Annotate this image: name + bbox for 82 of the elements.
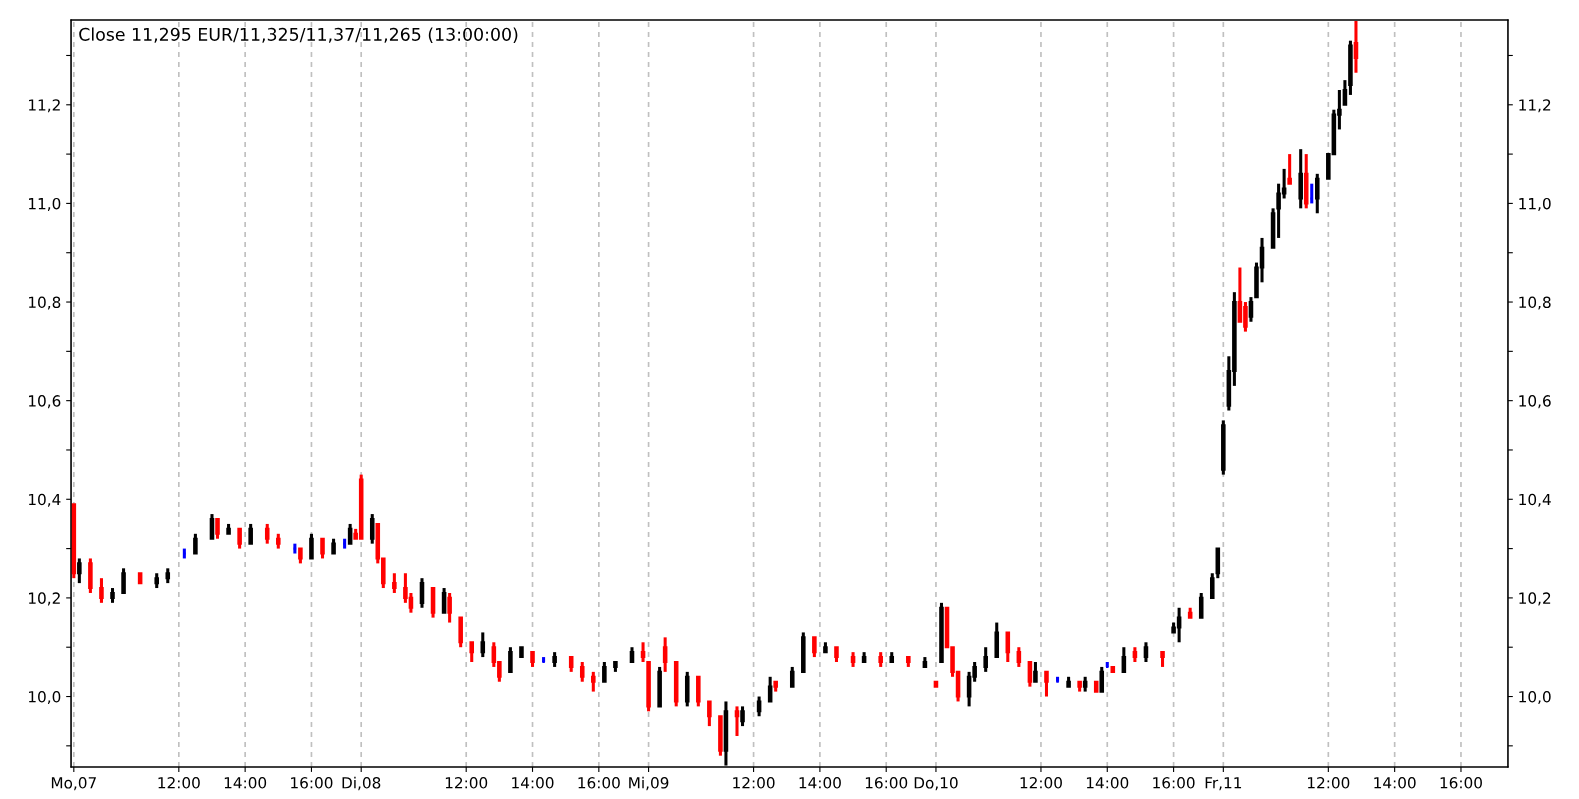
candlestick [237, 527, 242, 549]
y-tick-label: 10,8 [28, 296, 61, 310]
x-tick-label: 12:00 [1020, 777, 1062, 789]
y2-tick-label: 10,6 [1519, 395, 1551, 409]
candlestick [248, 522, 253, 545]
x-tick-label: Fr,11 [1205, 777, 1242, 791]
candlestick [1315, 172, 1320, 214]
candlestick [740, 706, 745, 728]
candlestick [1143, 642, 1149, 663]
candlestick [983, 647, 988, 672]
candlestick [1248, 297, 1254, 322]
x-tick-label: 12:00 [1308, 777, 1350, 789]
candlestick [1287, 154, 1292, 185]
candlestick [1016, 647, 1022, 667]
y-tick-label: 11,2 [28, 99, 60, 113]
y-tick-label: 10,2 [28, 592, 60, 606]
candlestick [419, 578, 425, 608]
x-tick-label: 14:00 [1374, 777, 1416, 789]
y-tick-label: 10,4 [28, 493, 61, 507]
candlestick [447, 592, 452, 623]
x-tick-label: 14:00 [799, 777, 841, 789]
x-tick-label: 12:00 [733, 777, 775, 789]
candlestick [789, 665, 795, 688]
x-tick-label: 14:00 [512, 777, 554, 789]
candlestick [602, 662, 607, 683]
y2-tick-label: 10,2 [1519, 592, 1551, 606]
candlestick [591, 670, 596, 692]
candlestick [77, 558, 82, 585]
candlestick [756, 696, 762, 717]
candlestick [1005, 631, 1011, 663]
candlestick [264, 522, 270, 544]
candlestick [1044, 670, 1049, 697]
candlestick [1033, 662, 1038, 683]
y-tick-label: 11,0 [28, 197, 61, 211]
candlestick [320, 537, 325, 559]
y2-tick-label: 11,0 [1519, 197, 1551, 211]
candlestick [369, 514, 375, 544]
candlestick [469, 641, 475, 663]
y-tick-label: 10,0 [28, 690, 61, 705]
candlestick [309, 532, 314, 560]
x-tick-label: 16:00 [291, 777, 333, 789]
candlestick [99, 578, 104, 603]
x-tick-label: Mi,09 [629, 776, 669, 791]
candlestick [1027, 660, 1033, 687]
annotation: Close 11,295 EUR/11,325/11,37/11,265 (13:00:00) [79, 27, 518, 43]
candlestick [662, 637, 668, 672]
candlestick [1099, 665, 1105, 693]
candlestick [441, 588, 447, 614]
x-tick-label: 16:00 [578, 777, 620, 789]
candlestick [215, 517, 220, 539]
candlestick [480, 632, 486, 659]
candlestick [508, 647, 513, 673]
candlestick [734, 706, 740, 736]
candlestick [579, 662, 585, 682]
candlestick [110, 588, 115, 603]
candlestick [121, 568, 126, 595]
x-tick-label: 16:00 [1153, 777, 1195, 789]
x-tick-label: Di,08 [342, 776, 381, 791]
candlestick [1198, 592, 1204, 619]
candlestick [707, 700, 712, 728]
candlestick [1353, 20, 1359, 73]
x-tick-label: 16:00 [865, 777, 908, 789]
candlestick [347, 522, 353, 545]
y2-tick-label: 10,0 [1519, 690, 1551, 705]
x-tick-label: 16:00 [1440, 777, 1482, 789]
x-tick-label: 14:00 [224, 777, 267, 789]
candlestick [1209, 573, 1215, 599]
x-tick-label: Do,10 [914, 777, 958, 791]
x-tick-label: Mo,07 [51, 777, 96, 791]
candlestick [1342, 80, 1348, 106]
candlestick [1121, 647, 1127, 673]
y2-tick-label: 11,2 [1519, 99, 1551, 113]
x-tick-label: 14:00 [1086, 777, 1129, 789]
candlestick [193, 532, 198, 555]
y2-tick-label: 10,8 [1519, 296, 1551, 310]
y2-tick-label: 10,4 [1519, 493, 1551, 507]
x-tick-label: 12:00 [158, 777, 200, 789]
y-tick-label: 10,6 [28, 395, 61, 409]
candlestick [812, 636, 817, 659]
x-tick-label: 12:00 [445, 777, 488, 789]
candlestick [209, 514, 215, 540]
candlestick [392, 573, 397, 593]
